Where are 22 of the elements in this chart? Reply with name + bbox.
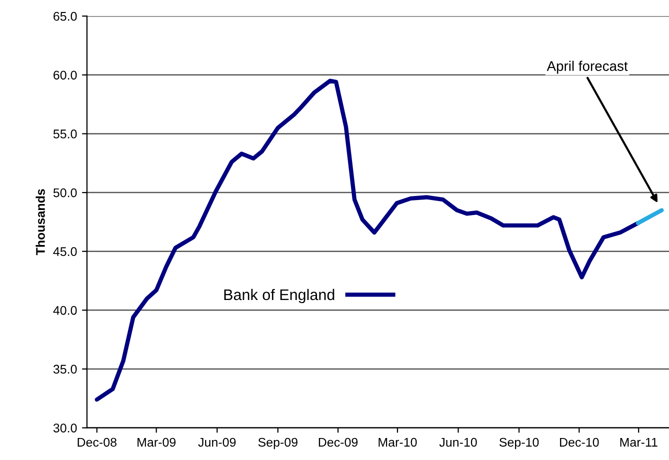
y-tick-label: 65.0 (54, 12, 77, 21)
x-tick-label: Jun-09 (198, 438, 236, 447)
line-series (94, 78, 640, 402)
y-tick-label: 55.0 (53, 130, 77, 138)
x-tick-label: Mar-09 (138, 438, 176, 447)
x-tick-label: Dec-10 (560, 438, 599, 447)
y-tick-label: 35.0 (53, 364, 77, 374)
legend-label: Bank of England (224, 288, 334, 304)
x-tick-label: Dec-08 (78, 438, 116, 447)
annotation: April forecast (546, 60, 628, 74)
x-tick-label: Mar-10 (378, 438, 417, 447)
x-tick-label: Sep-10 (499, 438, 539, 450)
x-tick-label: Sep-09 (258, 438, 298, 450)
y-tick-label: 45.0 (53, 247, 77, 256)
y-tick-label: 40.0 (53, 306, 77, 315)
y-tick-label: 50.0 (53, 188, 77, 198)
x-tick-label: Mar-11 (620, 438, 658, 447)
x-tick-label: Jun-10 (439, 438, 477, 447)
x-tick-label: Dec-09 (318, 438, 358, 447)
y-tick-label: 30.0 (53, 424, 77, 432)
y-tick-label: 60.0 (54, 70, 77, 80)
y-axis-title: Thousands (36, 189, 45, 256)
